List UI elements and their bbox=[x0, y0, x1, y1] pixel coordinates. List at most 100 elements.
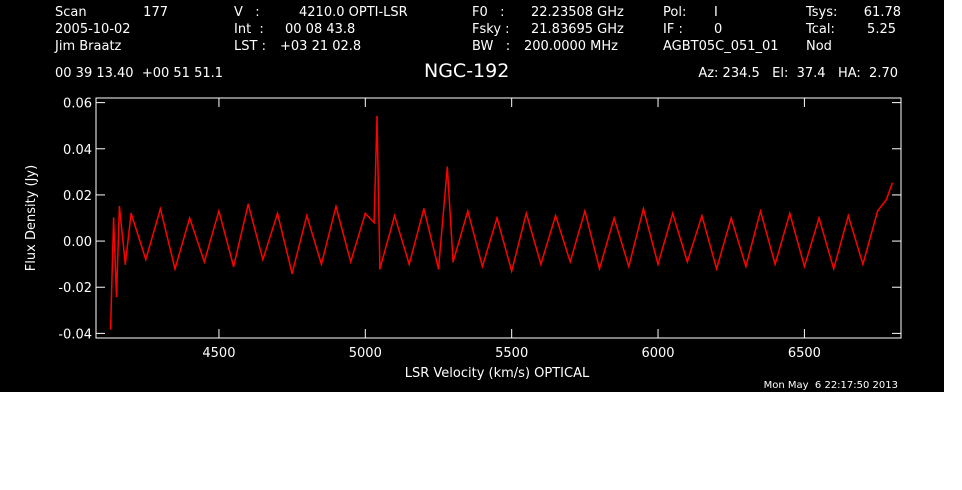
data-point bbox=[379, 268, 381, 270]
data-point bbox=[446, 166, 449, 168]
source-name: NGC-192 bbox=[424, 60, 510, 82]
data-point bbox=[701, 214, 703, 217]
fsky-label: Fsky : bbox=[472, 22, 510, 37]
data-point bbox=[437, 268, 440, 270]
scan-label: Scan bbox=[55, 5, 87, 20]
if-value: 0 bbox=[714, 22, 723, 37]
data-point bbox=[496, 217, 498, 219]
data-point bbox=[510, 270, 513, 272]
data-point bbox=[818, 217, 820, 219]
y-axis-label: Flux Density (Jy) bbox=[24, 165, 39, 271]
data-point bbox=[862, 263, 864, 266]
pol-label: Pol: bbox=[663, 5, 687, 20]
data-point bbox=[876, 210, 879, 212]
data-point bbox=[115, 295, 118, 298]
data-point bbox=[598, 268, 601, 270]
project-id: AGBT05C_051_01 bbox=[663, 39, 779, 54]
x-tick-label: 5500 bbox=[495, 346, 528, 361]
series-layer bbox=[109, 115, 893, 330]
x-tick-label: 6000 bbox=[641, 346, 674, 361]
bandwidth-label: BW : bbox=[472, 39, 511, 54]
data-point bbox=[847, 214, 850, 217]
data-point bbox=[789, 212, 791, 215]
x-tick-label: 4500 bbox=[202, 346, 235, 361]
data-point bbox=[320, 263, 323, 266]
tcal-value: 5.25 bbox=[867, 22, 896, 37]
if-label: IF : bbox=[663, 22, 683, 37]
f0-label: F0 : bbox=[472, 5, 505, 20]
y-tick-label: -0.02 bbox=[58, 281, 92, 296]
data-point bbox=[759, 210, 762, 212]
data-point bbox=[671, 212, 674, 215]
data-point bbox=[159, 208, 162, 210]
plot-timestamp: Mon May 6 22:17:50 2013 bbox=[763, 380, 898, 391]
integration-value: 00 08 43.8 bbox=[285, 22, 356, 37]
obs-date: 2005-10-02 bbox=[55, 22, 131, 37]
tcal-label: Tcal: bbox=[806, 22, 835, 37]
y-tick-label: 0.02 bbox=[63, 189, 92, 204]
data-point bbox=[112, 217, 115, 219]
data-point bbox=[525, 212, 528, 215]
plot-frame bbox=[95, 97, 902, 339]
series-line-0 bbox=[109, 116, 893, 329]
data-point bbox=[174, 268, 176, 270]
data-point bbox=[349, 261, 352, 263]
data-point bbox=[715, 268, 718, 270]
bandwidth-value: 200.0000 MHz bbox=[524, 39, 618, 54]
data-point bbox=[262, 258, 264, 261]
data-point bbox=[408, 263, 411, 266]
data-point bbox=[885, 198, 888, 201]
data-point bbox=[569, 261, 571, 263]
f0-value: 22.23508 GHz bbox=[531, 5, 624, 20]
data-point bbox=[686, 261, 689, 263]
data-point bbox=[232, 265, 235, 268]
tsys-value: 61.78 bbox=[863, 5, 901, 20]
data-point bbox=[130, 212, 132, 215]
data-point bbox=[364, 212, 367, 215]
y-tick-label: 0.00 bbox=[63, 235, 92, 250]
data-point bbox=[584, 210, 586, 212]
x-tick-label: 6500 bbox=[788, 346, 821, 361]
data-point bbox=[891, 182, 893, 185]
velocity-label: V : bbox=[234, 5, 260, 20]
lst-value: +03 21 02.8 bbox=[280, 39, 362, 54]
data-point bbox=[745, 265, 747, 268]
data-point bbox=[373, 221, 375, 224]
data-point bbox=[628, 265, 630, 268]
scan-number: 177 bbox=[143, 5, 168, 20]
data-point bbox=[540, 263, 542, 266]
data-point bbox=[203, 261, 206, 263]
data-point bbox=[452, 261, 454, 263]
source-coordinates: 00 39 13.40 +00 51 51.1 bbox=[55, 66, 224, 81]
y-tick-label: 0.06 bbox=[63, 97, 92, 112]
data-point bbox=[376, 115, 378, 118]
observer-name: Jim Braatz bbox=[55, 39, 122, 54]
lst-label: LST : bbox=[234, 39, 266, 54]
data-point bbox=[481, 265, 484, 268]
data-point bbox=[467, 210, 469, 212]
data-point bbox=[247, 203, 249, 205]
x-tick-label: 5000 bbox=[349, 346, 382, 361]
data-point bbox=[657, 263, 659, 266]
data-point bbox=[306, 214, 308, 217]
data-point bbox=[554, 214, 557, 217]
y-tick-label: -0.04 bbox=[58, 327, 92, 342]
pol-value: I bbox=[714, 5, 718, 20]
spectrum-chart: 4500 5000 5500 6000 6500 -0.04 -0.02 0.00 0.02 0.… bbox=[24, 97, 902, 381]
data-point bbox=[774, 263, 776, 266]
axis-ticks: 4500 5000 5500 6000 6500 -0.04 -0.02 0.00 0.02 0.… bbox=[58, 97, 901, 361]
data-point bbox=[393, 214, 396, 217]
data-point bbox=[335, 205, 337, 208]
y-tick-label: 0.04 bbox=[63, 143, 92, 158]
data-point bbox=[124, 263, 127, 266]
data-point bbox=[291, 272, 293, 275]
data-point bbox=[423, 208, 425, 210]
data-point bbox=[145, 258, 147, 261]
data-point bbox=[109, 328, 112, 330]
data-point bbox=[118, 205, 121, 208]
data-point bbox=[730, 217, 732, 219]
switching-mode: Nod bbox=[806, 39, 832, 54]
data-point bbox=[642, 208, 645, 210]
data-point bbox=[803, 265, 806, 268]
velocity-value: 4210.0 OPTI-LSR bbox=[299, 5, 408, 20]
